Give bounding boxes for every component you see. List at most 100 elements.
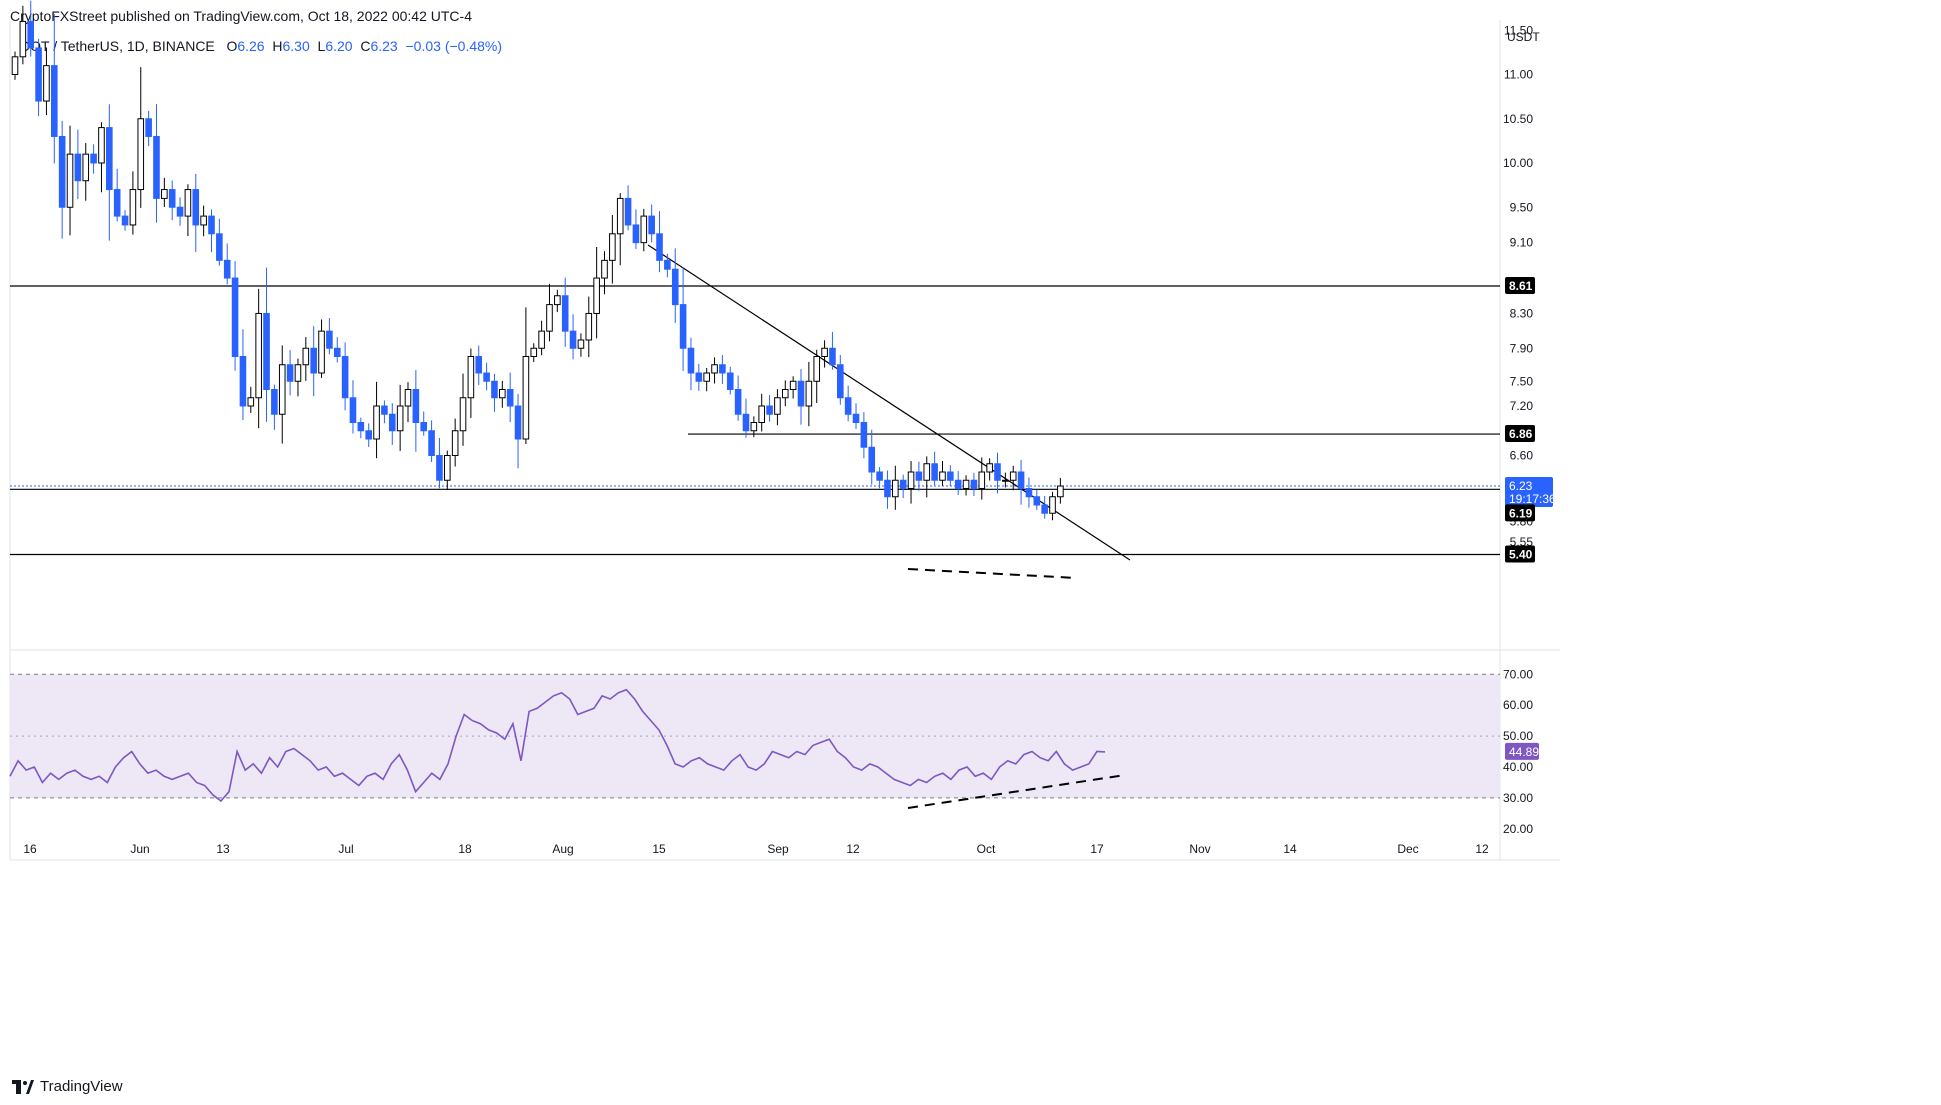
descending-trendline xyxy=(647,244,1131,561)
candle-body xyxy=(923,463,931,481)
candle-body xyxy=(1009,471,1017,481)
candle-body xyxy=(648,215,655,235)
legend-high-label: H xyxy=(272,38,283,54)
candle-body xyxy=(821,347,828,357)
candle-body xyxy=(585,312,593,341)
candle-body xyxy=(436,455,443,481)
candle-body xyxy=(522,356,530,440)
candle-body xyxy=(168,189,176,208)
rsi-axis-tick: 60.00 xyxy=(1503,698,1533,712)
candle-body xyxy=(51,65,58,137)
candle-body xyxy=(27,20,35,49)
footer-brand[interactable]: TradingView xyxy=(12,1078,123,1095)
candle-body xyxy=(444,455,451,481)
candles xyxy=(11,0,1064,521)
candle-body xyxy=(278,364,286,415)
level-label-6-19: 6.19 xyxy=(1509,506,1533,520)
candle-body xyxy=(978,471,986,489)
candle-body xyxy=(231,277,239,357)
candle-body xyxy=(750,422,758,432)
candle-body xyxy=(844,397,852,415)
time-axis-tick: Dec xyxy=(1397,842,1418,856)
candle-body xyxy=(1041,504,1048,514)
legend-close-value: 6.23 xyxy=(370,38,398,54)
candle-body xyxy=(255,312,262,399)
time-axis-tick: 12 xyxy=(1475,842,1489,856)
rsi-axis-tick: 30.00 xyxy=(1503,791,1533,805)
candle-body xyxy=(616,197,624,235)
candle-body xyxy=(569,330,577,349)
candle-body xyxy=(43,65,50,102)
level-label-5-40: 5.40 xyxy=(1509,548,1533,562)
time-axis-tick: 14 xyxy=(1283,842,1297,856)
level-label-6-19-bg xyxy=(1505,504,1535,522)
candle-body xyxy=(868,446,876,473)
time-axis-tick: Oct xyxy=(977,842,996,856)
time-axis-tick: 17 xyxy=(1090,842,1104,856)
level-label-8-61: 8.61 xyxy=(1509,279,1533,293)
candle-body xyxy=(396,405,404,432)
candle-body xyxy=(892,479,899,498)
candle-body xyxy=(58,135,66,208)
legend-open-value: 6.26 xyxy=(237,38,265,54)
candle-body xyxy=(852,413,860,423)
candle-body xyxy=(365,430,372,440)
rsi-last-label: 44.89 xyxy=(1509,745,1539,759)
candle-body xyxy=(467,356,475,399)
last-price-box xyxy=(1505,477,1553,508)
price-axis-tick: 8.30 xyxy=(1510,306,1534,320)
candle-body xyxy=(35,47,42,102)
candle-body xyxy=(601,259,608,279)
candle-body xyxy=(671,268,679,306)
candle-body xyxy=(333,347,341,357)
legend-low-label: L xyxy=(317,38,326,54)
price-axis-tick: 7.20 xyxy=(1510,399,1534,413)
candle-body xyxy=(954,479,962,489)
candle-body xyxy=(726,372,734,390)
price-axis: 5.555.806.607.207.507.908.309.109.5010.0… xyxy=(23,23,1556,856)
candle-body xyxy=(970,479,978,489)
footer-brand-label: TradingView xyxy=(40,1078,123,1095)
candle-body xyxy=(931,463,938,481)
candle-body xyxy=(837,364,844,399)
price-axis-unit: USDT xyxy=(1507,30,1540,44)
candle-body xyxy=(789,380,797,390)
candle-body xyxy=(860,422,868,448)
time-axis-tick: 13 xyxy=(216,842,230,856)
candle-body xyxy=(239,356,247,407)
level-label-8-61-bg xyxy=(1505,277,1535,295)
candle-body xyxy=(192,189,200,226)
time-axis-tick: 18 xyxy=(458,842,472,856)
candle-body xyxy=(1017,471,1025,489)
candle-body xyxy=(271,389,278,415)
candle-body xyxy=(899,479,907,489)
time-axis-tick: Jun xyxy=(130,842,149,856)
candle-body xyxy=(451,430,459,456)
candle-body xyxy=(530,347,538,357)
candle-body xyxy=(797,380,805,407)
candle-body xyxy=(223,259,231,279)
legend-close-label: C xyxy=(360,38,371,54)
candle-body xyxy=(11,56,19,75)
candle-body xyxy=(915,471,923,481)
candle-body xyxy=(349,397,357,423)
candle-body xyxy=(113,189,121,217)
candle-body xyxy=(357,422,365,432)
candle-body xyxy=(876,471,883,481)
candle-body xyxy=(884,479,891,498)
price-axis-tick: 10.50 xyxy=(1503,112,1533,126)
price-axis-tick: 9.10 xyxy=(1510,236,1534,250)
candle-body xyxy=(106,127,113,191)
symbol-legend: DOT / TetherUS, 1D, BINANCE O6.26 H6.30 … xyxy=(20,38,502,54)
candle-body xyxy=(664,259,671,270)
candle-body xyxy=(129,189,137,226)
candle-body xyxy=(734,389,742,415)
candle-body xyxy=(263,312,270,391)
candle-body xyxy=(475,356,483,374)
candle-body xyxy=(491,380,498,399)
legend-symbol[interactable]: DOT / TetherUS, 1D, BINANCE xyxy=(20,38,215,54)
time-axis-tick: 12 xyxy=(846,842,860,856)
candle-body xyxy=(137,118,145,191)
candle-body xyxy=(499,389,506,399)
